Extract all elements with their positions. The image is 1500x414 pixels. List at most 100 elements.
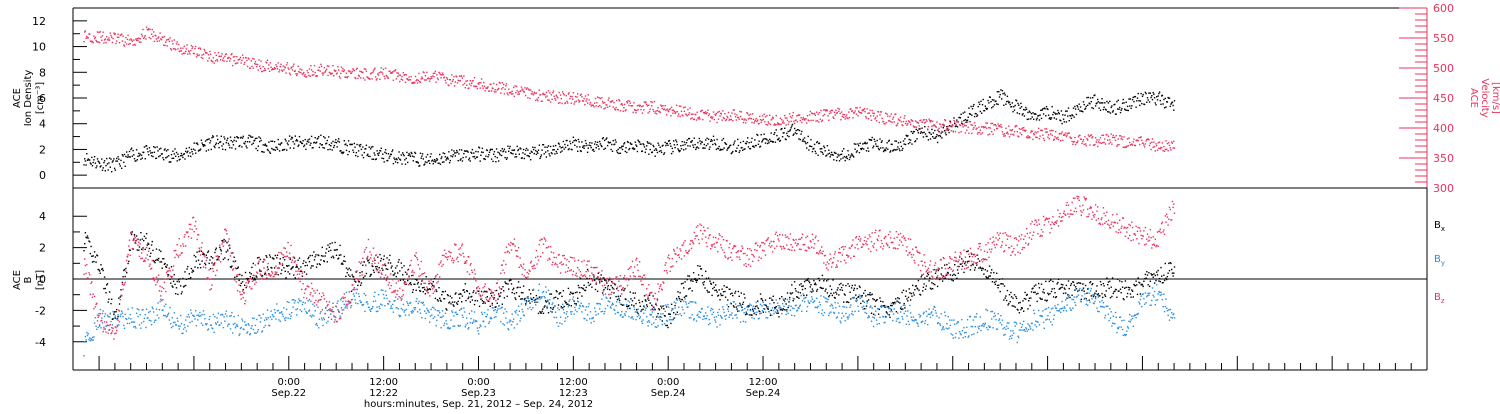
data-point bbox=[327, 244, 328, 245]
data-point bbox=[228, 57, 229, 58]
data-point bbox=[645, 152, 646, 153]
data-point bbox=[773, 134, 774, 135]
data-point bbox=[109, 291, 110, 292]
data-point bbox=[1108, 136, 1109, 137]
data-point bbox=[617, 152, 618, 153]
data-point bbox=[1144, 146, 1145, 147]
data-point bbox=[1061, 123, 1062, 124]
data-point bbox=[361, 271, 362, 272]
data-point bbox=[558, 103, 559, 104]
data-point bbox=[503, 150, 504, 151]
data-point bbox=[171, 154, 172, 155]
data-point bbox=[196, 260, 197, 261]
data-point bbox=[295, 300, 296, 301]
data-point bbox=[885, 150, 886, 151]
data-point bbox=[800, 117, 801, 118]
data-point bbox=[107, 315, 108, 316]
data-point bbox=[679, 105, 680, 106]
data-point bbox=[1109, 101, 1110, 102]
data-point bbox=[1079, 104, 1080, 105]
data-point bbox=[136, 235, 137, 236]
data-point bbox=[752, 113, 753, 114]
data-point bbox=[225, 240, 226, 241]
data-point bbox=[837, 108, 838, 109]
data-point bbox=[628, 100, 629, 101]
data-point bbox=[588, 148, 589, 149]
data-point bbox=[102, 268, 103, 269]
data-point bbox=[125, 41, 126, 42]
data-point bbox=[699, 138, 700, 139]
data-point bbox=[835, 153, 836, 154]
data-point bbox=[774, 132, 775, 133]
data-point bbox=[559, 146, 560, 147]
data-point bbox=[358, 150, 359, 151]
data-point bbox=[411, 284, 412, 285]
data-point bbox=[591, 142, 592, 143]
data-point bbox=[786, 133, 787, 134]
data-point bbox=[443, 74, 444, 75]
data-point bbox=[171, 266, 172, 267]
data-point bbox=[463, 153, 464, 154]
data-point bbox=[930, 138, 931, 139]
data-point bbox=[699, 117, 700, 118]
data-point bbox=[660, 150, 661, 151]
data-point bbox=[354, 279, 355, 280]
data-point bbox=[693, 147, 694, 148]
data-point bbox=[708, 139, 709, 140]
data-point bbox=[248, 323, 249, 324]
data-point bbox=[887, 116, 888, 117]
data-point bbox=[877, 140, 878, 141]
data-point bbox=[546, 92, 547, 93]
data-point bbox=[293, 274, 294, 275]
data-point bbox=[553, 307, 554, 308]
data-point bbox=[206, 323, 207, 324]
data-point bbox=[275, 150, 276, 151]
data-point bbox=[297, 302, 298, 303]
data-point bbox=[963, 126, 964, 127]
data-point bbox=[969, 256, 970, 257]
data-point bbox=[505, 85, 506, 86]
data-point bbox=[416, 290, 417, 291]
data-point bbox=[1120, 289, 1121, 290]
data-point bbox=[1084, 136, 1085, 137]
data-point bbox=[1001, 283, 1002, 284]
data-point bbox=[1173, 110, 1174, 111]
data-point bbox=[1133, 296, 1134, 297]
data-point bbox=[1145, 92, 1146, 93]
data-point bbox=[266, 145, 267, 146]
data-point bbox=[911, 131, 912, 132]
data-point bbox=[864, 111, 865, 112]
data-point bbox=[381, 158, 382, 159]
data-point bbox=[442, 72, 443, 73]
data-point bbox=[906, 290, 907, 291]
data-point bbox=[1054, 136, 1055, 137]
data-point bbox=[117, 316, 118, 317]
data-point bbox=[347, 272, 348, 273]
data-point bbox=[275, 318, 276, 319]
data-point bbox=[445, 80, 446, 81]
data-point bbox=[403, 72, 404, 73]
data-point bbox=[363, 77, 364, 78]
data-point bbox=[260, 140, 261, 141]
data-point bbox=[204, 49, 205, 50]
data-point bbox=[914, 126, 915, 127]
data-point bbox=[946, 134, 947, 135]
data-point bbox=[1014, 294, 1015, 295]
data-point bbox=[253, 263, 254, 264]
data-point bbox=[1034, 285, 1035, 286]
data-point bbox=[260, 61, 261, 62]
data-point bbox=[645, 149, 646, 150]
data-point bbox=[520, 90, 521, 91]
data-point bbox=[711, 116, 712, 117]
data-point bbox=[964, 111, 965, 112]
data-point bbox=[904, 307, 905, 308]
data-point bbox=[425, 293, 426, 294]
data-point bbox=[789, 130, 790, 131]
data-point bbox=[893, 117, 894, 118]
data-point bbox=[395, 161, 396, 162]
data-point bbox=[356, 152, 357, 153]
data-point bbox=[697, 112, 698, 113]
data-point bbox=[770, 124, 771, 125]
data-point bbox=[671, 153, 672, 154]
data-point bbox=[1075, 144, 1076, 145]
